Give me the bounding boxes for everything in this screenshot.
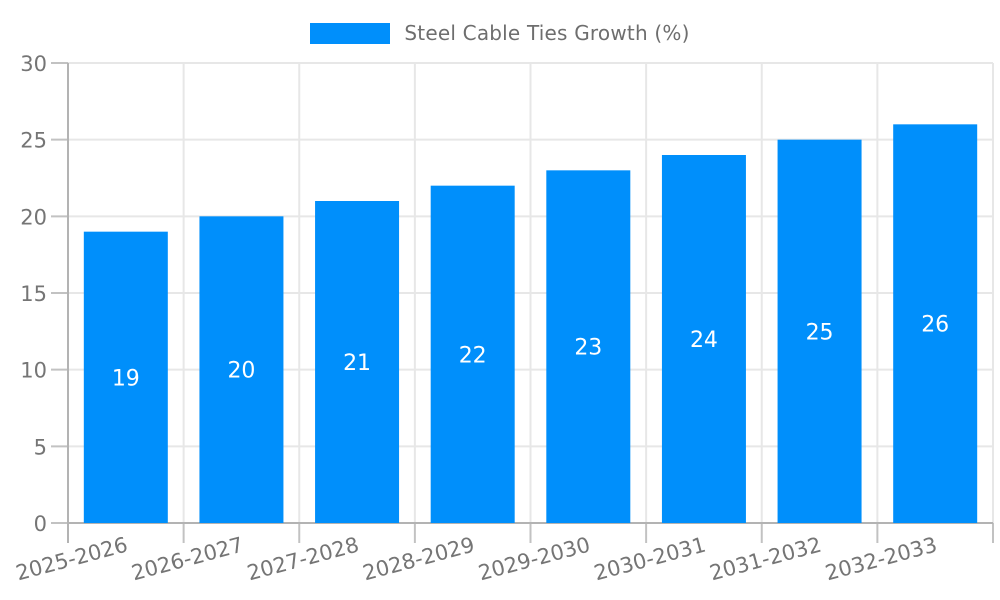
bar[interactable] xyxy=(661,155,746,523)
y-axis-tick-label: 20 xyxy=(20,205,47,229)
bar[interactable] xyxy=(83,231,168,523)
y-axis-tick-label: 10 xyxy=(20,359,47,383)
bar-value-label: 20 xyxy=(227,359,255,384)
bar[interactable] xyxy=(430,185,515,523)
bar-value-label: 21 xyxy=(343,351,371,376)
legend-swatch xyxy=(310,22,391,44)
x-axis-category-label: 2027-2028 xyxy=(245,533,362,586)
bar-value-label: 22 xyxy=(459,343,487,368)
legend-item[interactable]: Steel Cable Ties Growth (%) xyxy=(0,21,1000,45)
bar[interactable] xyxy=(546,170,631,524)
bar[interactable] xyxy=(777,139,862,523)
y-axis-tick-label: 15 xyxy=(20,282,47,306)
x-axis-category-label: 2025-2026 xyxy=(13,533,130,586)
y-axis-tick-label: 0 xyxy=(34,512,47,536)
x-axis-category-label: 2026-2027 xyxy=(129,533,246,586)
x-axis-category-label: 2029-2030 xyxy=(476,533,593,586)
x-axis-category-label: 2030-2031 xyxy=(591,533,708,586)
y-axis-tick-label: 30 xyxy=(20,52,47,76)
bar-value-label: 24 xyxy=(690,328,718,353)
bar-value-label: 26 xyxy=(921,313,949,338)
y-axis-tick-label: 5 xyxy=(34,435,47,459)
bar[interactable] xyxy=(199,216,284,524)
bar[interactable] xyxy=(893,124,978,523)
bar-value-label: 25 xyxy=(806,320,834,345)
y-axis-tick-label: 25 xyxy=(20,129,47,153)
legend-label: Steel Cable Ties Growth (%) xyxy=(404,21,690,45)
bar-value-label: 19 xyxy=(112,366,140,391)
x-axis-category-label: 2028-2029 xyxy=(360,533,477,586)
bar-value-label: 23 xyxy=(574,336,602,361)
bar[interactable] xyxy=(315,201,400,523)
x-axis-category-label: 2031-2032 xyxy=(707,533,824,586)
x-axis-category-label: 2032-2033 xyxy=(823,533,940,586)
